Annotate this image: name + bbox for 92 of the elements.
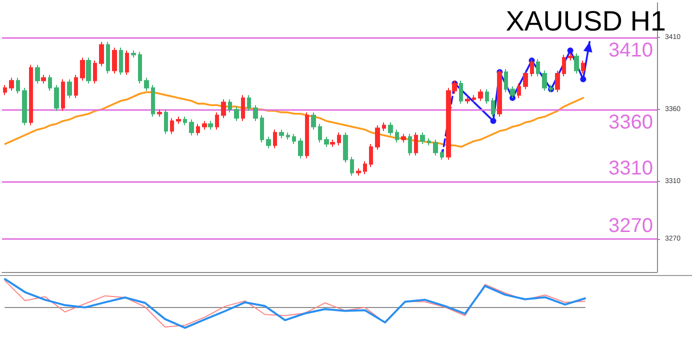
candlestick [491, 97, 495, 118]
candlestick [305, 112, 309, 159]
candlestick [562, 54, 566, 77]
candlestick [215, 112, 219, 130]
candlestick [164, 108, 168, 134]
candlestick [337, 132, 341, 146]
candlestick [234, 106, 239, 122]
candlestick [343, 132, 348, 164]
candlestick [9, 77, 14, 92]
candlestick [273, 129, 277, 149]
candlestick [74, 74, 78, 98]
candlestick [440, 149, 444, 160]
candlestick [48, 74, 52, 92]
candlestick [196, 123, 200, 136]
candlestick [67, 78, 72, 98]
candlestick [16, 77, 20, 94]
candlestick [318, 123, 322, 144]
candlestick [131, 50, 136, 58]
candlestick [61, 78, 65, 112]
candlestick [228, 98, 232, 113]
candlestick [330, 139, 335, 148]
candlestick [29, 64, 33, 126]
candlestick [93, 60, 97, 84]
candlestick [151, 84, 155, 118]
candlestick [581, 60, 585, 74]
candlestick [35, 64, 40, 84]
point [490, 118, 496, 124]
candlestick [536, 58, 540, 77]
candlestick [388, 122, 393, 136]
candlestick [433, 139, 438, 156]
candlestick [183, 116, 187, 126]
candlestick [485, 88, 489, 104]
candlestick [478, 88, 483, 102]
candlestick [119, 47, 123, 76]
candlestick [395, 129, 399, 144]
candlestick [80, 57, 85, 82]
candlestick [356, 168, 361, 176]
ref-line-label: 3360 [608, 111, 653, 134]
ref-line-label: 3410 [608, 40, 653, 62]
point [580, 76, 586, 82]
candlestick [41, 74, 46, 84]
candlestick [208, 120, 213, 130]
candlestick [408, 133, 412, 156]
candlestick [504, 68, 508, 93]
candlestick [324, 136, 329, 148]
candlestick [99, 41, 104, 67]
candlestick [266, 136, 271, 149]
candlestick [292, 133, 296, 144]
candlestick [363, 160, 367, 175]
candlestick [125, 50, 129, 76]
candlestick [138, 51, 142, 84]
candlestick [555, 70, 560, 93]
candlestick [279, 129, 284, 139]
candlestick [420, 132, 425, 144]
candlestick [247, 94, 251, 112]
candlestick [574, 52, 579, 74]
ref-line-label: 3270 [608, 214, 653, 237]
candlestick [427, 138, 431, 146]
candlestick [517, 83, 521, 98]
candlestick [523, 70, 528, 90]
candlestick [170, 118, 174, 134]
candlestick [286, 132, 290, 140]
candlestick [375, 124, 380, 150]
candlestick [350, 156, 354, 176]
ref-line-label: 3310 [608, 157, 653, 180]
candlestick [106, 41, 110, 74]
candlestick [260, 114, 264, 144]
point [567, 47, 574, 54]
candlestick [401, 133, 406, 144]
candlestick [414, 132, 418, 156]
candlestick [144, 77, 149, 92]
candlestick [253, 104, 258, 122]
candlestick [472, 94, 476, 103]
candlestick [157, 108, 162, 118]
candlestick [22, 87, 27, 126]
candlestick [542, 70, 547, 92]
candlestick [202, 120, 207, 130]
candlestick [176, 116, 181, 124]
candlestick [54, 84, 59, 112]
candlestick [112, 47, 117, 74]
candlestick [298, 138, 303, 159]
candlestick [221, 98, 226, 119]
candlestick [382, 122, 386, 132]
candlestick [465, 96, 470, 104]
candlestick [459, 80, 463, 104]
candlestick [3, 84, 7, 96]
candlestick [311, 112, 316, 130]
candlestick [369, 143, 373, 168]
candlestick [189, 119, 194, 136]
candlestick [241, 94, 245, 122]
chart-title: XAUUSD H1 [506, 6, 666, 36]
candlestick [86, 57, 91, 84]
